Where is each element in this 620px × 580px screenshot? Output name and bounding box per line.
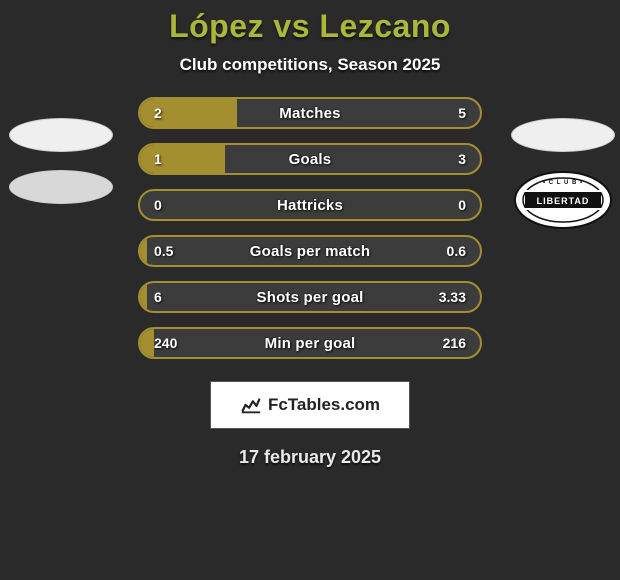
stat-label: Shots per goal	[140, 283, 480, 311]
stat-label: Hattricks	[140, 191, 480, 219]
stat-value-right: 216	[443, 329, 466, 357]
stat-row-goals-per-match: 0.5 Goals per match 0.6	[138, 235, 482, 267]
stat-label: Min per goal	[140, 329, 480, 357]
stat-value-right: 3	[458, 145, 466, 173]
right-player-matches-badge	[511, 118, 615, 152]
stat-label: Goals	[140, 145, 480, 173]
svg-text:LIBERTAD: LIBERTAD	[537, 196, 590, 206]
stat-label: Matches	[140, 99, 480, 127]
page-subtitle: Club competitions, Season 2025	[0, 55, 620, 75]
left-player-column	[6, 118, 116, 204]
left-player-goals-badge	[9, 170, 113, 204]
branding-banner: FcTables.com	[210, 381, 410, 429]
fctables-logo-icon	[240, 394, 262, 416]
stat-value-right: 3.33	[439, 283, 466, 311]
stat-row-goals: 1 Goals 3	[138, 143, 482, 175]
page-title: López vs Lezcano	[0, 8, 620, 45]
comparison-infographic: López vs Lezcano Club competitions, Seas…	[0, 0, 620, 580]
stat-row-hattricks: 0 Hattricks 0	[138, 189, 482, 221]
stat-value-right: 0.6	[447, 237, 466, 265]
stat-value-right: 5	[458, 99, 466, 127]
left-player-matches-badge	[9, 118, 113, 152]
stat-bars: 2 Matches 5 1 Goals 3 0 Hattricks 0 0.5 …	[138, 97, 482, 359]
right-player-column: LIBERTAD • C L U B •	[508, 118, 618, 230]
stat-value-right: 0	[458, 191, 466, 219]
date-label: 17 february 2025	[0, 447, 620, 468]
stat-row-min-per-goal: 240 Min per goal 216	[138, 327, 482, 359]
club-libertad-logo: LIBERTAD • C L U B •	[513, 170, 613, 230]
stat-label: Goals per match	[140, 237, 480, 265]
stat-row-shots-per-goal: 6 Shots per goal 3.33	[138, 281, 482, 313]
branding-text: FcTables.com	[268, 395, 380, 415]
stat-row-matches: 2 Matches 5	[138, 97, 482, 129]
svg-text:• C L U B •: • C L U B •	[543, 180, 583, 186]
